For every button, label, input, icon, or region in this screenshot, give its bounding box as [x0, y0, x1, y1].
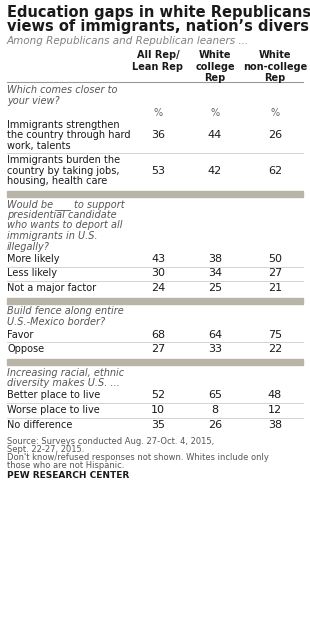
Text: views of immigrants, nation’s diversity: views of immigrants, nation’s diversity: [7, 19, 310, 34]
Text: 65: 65: [208, 391, 222, 401]
Text: 53: 53: [151, 165, 165, 175]
Text: 12: 12: [268, 405, 282, 415]
Text: 33: 33: [208, 344, 222, 354]
Text: immigrants in U.S.: immigrants in U.S.: [7, 231, 98, 241]
Text: Immigrants burden the: Immigrants burden the: [7, 155, 120, 165]
Text: No difference: No difference: [7, 420, 72, 430]
Text: 27: 27: [151, 344, 165, 354]
Text: U.S.-Mexico border?: U.S.-Mexico border?: [7, 317, 105, 327]
Text: Better place to live: Better place to live: [7, 391, 100, 401]
Text: illegally?: illegally?: [7, 242, 50, 251]
Text: Increasing racial, ethnic: Increasing racial, ethnic: [7, 368, 124, 377]
Bar: [7, 298, 303, 303]
Text: Source: Surveys conducted Aug. 27-Oct. 4, 2015,: Source: Surveys conducted Aug. 27-Oct. 4…: [7, 437, 214, 446]
Text: Education gaps in white Republicans’: Education gaps in white Republicans’: [7, 5, 310, 20]
Text: Immigrants strengthen: Immigrants strengthen: [7, 120, 120, 130]
Text: 48: 48: [268, 391, 282, 401]
Text: 43: 43: [151, 254, 165, 264]
Text: 26: 26: [268, 130, 282, 140]
Text: %: %: [153, 108, 162, 118]
Text: those who are not Hispanic.: those who are not Hispanic.: [7, 461, 124, 470]
Text: PEW RESEARCH CENTER: PEW RESEARCH CENTER: [7, 471, 129, 480]
Text: More likely: More likely: [7, 254, 60, 264]
Text: All Rep/
Lean Rep: All Rep/ Lean Rep: [132, 50, 184, 72]
Text: diversity makes U.S. ...: diversity makes U.S. ...: [7, 378, 120, 388]
Text: Less likely: Less likely: [7, 268, 57, 279]
Text: Oppose: Oppose: [7, 344, 44, 354]
Text: 27: 27: [268, 268, 282, 279]
Text: Among Republicans and Republican leaners ...: Among Republicans and Republican leaners…: [7, 36, 249, 46]
Text: 68: 68: [151, 330, 165, 339]
Text: presidential candidate: presidential candidate: [7, 210, 117, 220]
Text: 36: 36: [151, 130, 165, 140]
Text: work, talents: work, talents: [7, 141, 71, 151]
Text: 26: 26: [208, 420, 222, 430]
Text: 44: 44: [208, 130, 222, 140]
Text: 38: 38: [268, 420, 282, 430]
Text: Don't know/refused responses not shown. Whites include only: Don't know/refused responses not shown. …: [7, 453, 269, 462]
Text: %: %: [270, 108, 280, 118]
Text: 62: 62: [268, 165, 282, 175]
Text: the country through hard: the country through hard: [7, 130, 131, 140]
Text: White
non-college
Rep: White non-college Rep: [243, 50, 307, 83]
Text: 50: 50: [268, 254, 282, 264]
Text: country by taking jobs,: country by taking jobs,: [7, 165, 119, 175]
Text: housing, health care: housing, health care: [7, 176, 107, 186]
Text: who wants to deport all: who wants to deport all: [7, 220, 122, 230]
Text: Sept. 22-27, 2015.: Sept. 22-27, 2015.: [7, 445, 84, 454]
Text: White
college
Rep: White college Rep: [195, 50, 235, 83]
Text: your view?: your view?: [7, 96, 60, 106]
Text: Favor: Favor: [7, 330, 33, 339]
Text: Not a major factor: Not a major factor: [7, 283, 96, 293]
Text: Worse place to live: Worse place to live: [7, 405, 100, 415]
Text: Build fence along entire: Build fence along entire: [7, 306, 124, 316]
Text: 24: 24: [151, 283, 165, 293]
Text: 75: 75: [268, 330, 282, 339]
Text: 25: 25: [208, 283, 222, 293]
Text: 8: 8: [211, 405, 219, 415]
Text: 21: 21: [268, 283, 282, 293]
Text: Which comes closer to: Which comes closer to: [7, 85, 117, 95]
Bar: [7, 358, 303, 365]
Text: 38: 38: [208, 254, 222, 264]
Text: 22: 22: [268, 344, 282, 354]
Text: 34: 34: [208, 268, 222, 279]
Text: Would be ___ to support: Would be ___ to support: [7, 199, 125, 210]
Text: 10: 10: [151, 405, 165, 415]
Text: %: %: [210, 108, 219, 118]
Text: 42: 42: [208, 165, 222, 175]
Text: 52: 52: [151, 391, 165, 401]
Bar: [7, 191, 303, 196]
Text: 30: 30: [151, 268, 165, 279]
Text: 35: 35: [151, 420, 165, 430]
Text: 64: 64: [208, 330, 222, 339]
